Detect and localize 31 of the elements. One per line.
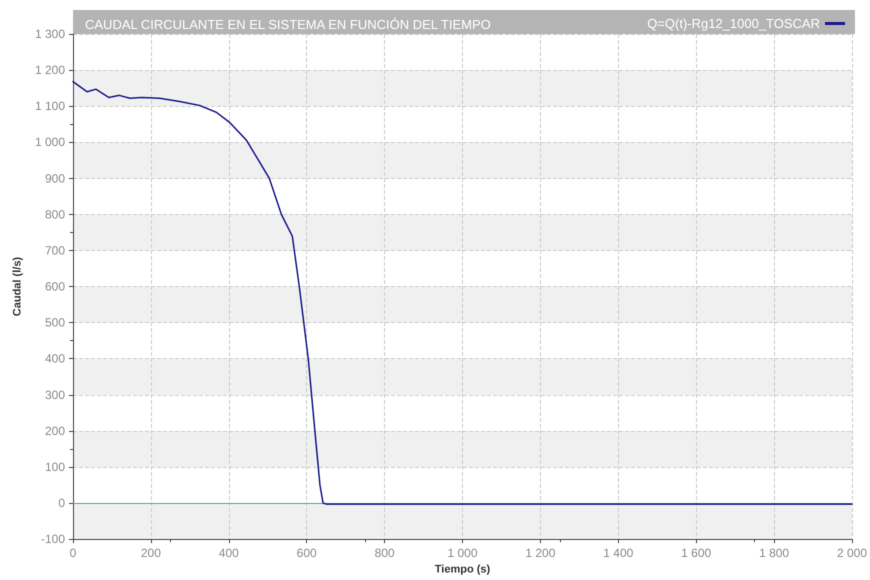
y-tick-label: 500 [44,316,66,330]
line-series [72,80,853,505]
y-tick-label: 300 [44,388,66,402]
x-tick-label: 800 [374,546,395,560]
x-tick-label: 1 400 [603,546,634,560]
x-axis-title: Tiempo (s) [434,564,491,576]
x-tick-label: 400 [218,546,240,560]
x-tick-label: 200 [140,546,162,560]
y-tick-label: 800 [44,207,66,222]
y-tick-label: 900 [44,171,66,186]
chart-title: CAUDAL CIRCULANTE EN EL SISTEMA EN FUNCIÓN DEL TIEMPO [85,17,491,32]
x-tick-label: 1 200 [525,546,556,560]
y-tick-label: 0 [58,496,66,510]
y-tick-label: 200 [44,424,66,438]
x-tick-label: 1 800 [759,546,790,560]
x-tick-label: 1 600 [681,546,712,560]
y-axis-title: Caudal (l/s) [12,256,24,316]
y-tick-label: 1 100 [34,99,66,114]
x-tick-label: 600 [296,546,318,560]
x-tick-label: 2 000 [836,546,868,560]
y-tick-label: -100 [40,532,66,546]
y-tick-label: 1 000 [34,135,66,150]
x-tick-label: 0 [70,546,77,560]
y-tick-label: 400 [44,352,66,366]
y-tick-label: 1 200 [34,63,66,78]
y-tick-label: 600 [44,280,66,294]
x-tick-label: 1 000 [447,546,478,560]
y-tick-label: 1 300 [34,27,66,41]
legend-label: Q=Q(t)-Rg12_1000_TOSCAR [647,16,820,31]
y-tick-label: 700 [44,243,66,258]
y-tick-label: 100 [44,460,66,474]
